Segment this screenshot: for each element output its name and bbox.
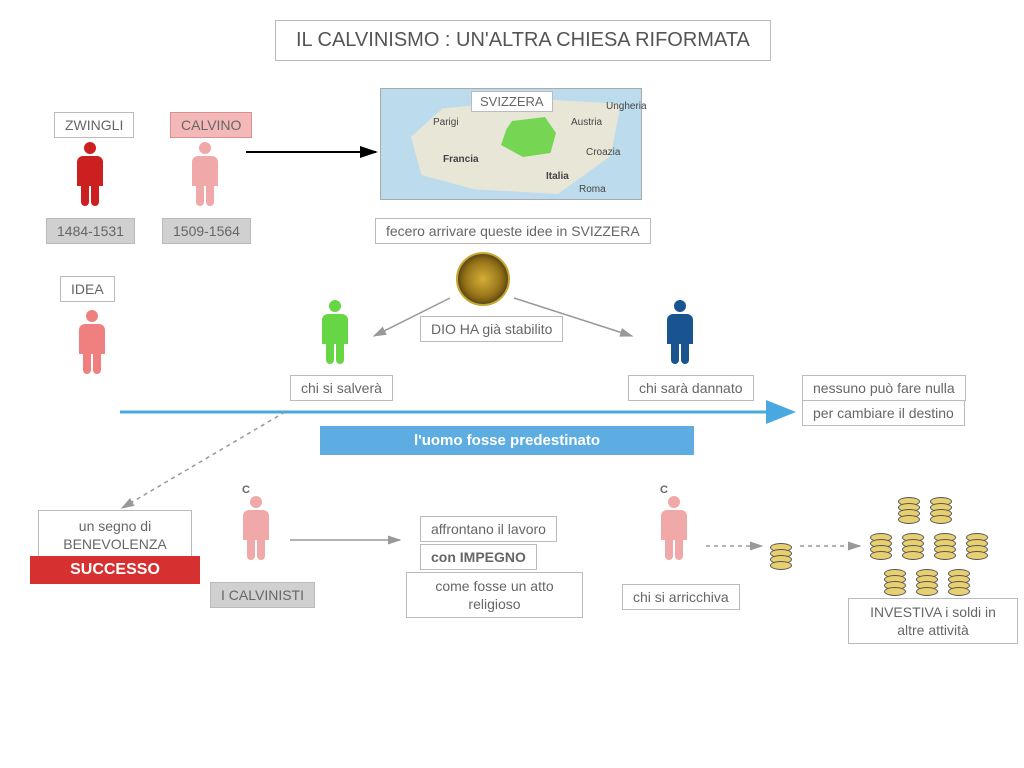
zwingli-name: ZWINGLI (54, 112, 134, 138)
map-italia: Italia (546, 171, 569, 182)
map-roma: Roma (579, 184, 606, 195)
benevolenza-line2: BENEVOLENZA (63, 536, 166, 552)
predestination-bar: l'uomo fosse predestinato (320, 426, 694, 455)
saved-label: chi si salverà (290, 375, 393, 401)
calvino-dates: 1509-1564 (162, 218, 251, 244)
right-line2: per cambiare il destino (802, 400, 965, 426)
successo-bar: SUCCESSO (30, 556, 200, 584)
lavoro1: affrontano il lavoro (420, 516, 557, 542)
map-croazia: Croazia (586, 147, 620, 158)
saved-icon (315, 300, 355, 370)
investiva-label: INVESTIVA i soldi in altre attività (848, 598, 1018, 644)
right-line1: nessuno può fare nulla (802, 375, 966, 401)
damned-icon (660, 300, 700, 370)
idea-label: IDEA (60, 276, 115, 302)
benevolenza-box: un segno di BENEVOLENZA (38, 510, 192, 560)
arricchiva-label: chi si arricchiva (622, 584, 740, 610)
idea-icon (72, 310, 112, 380)
god-label: DIO HA già stabilito (420, 316, 563, 342)
calvinist2-icon: C (654, 496, 694, 566)
lavoro3: come fosse un atto religioso (406, 572, 583, 618)
diagram-title: IL CALVINISMO : UN'ALTRA CHIESA RIFORMAT… (275, 20, 771, 61)
damned-label: chi sarà dannato (628, 375, 754, 401)
map-austria: Austria (571, 117, 602, 128)
map-caption: fecero arrivare queste idee in SVIZZERA (375, 218, 651, 244)
calvinist2-badge: C (660, 484, 668, 496)
map-francia: Francia (443, 154, 479, 165)
map-parigi: Parigi (433, 117, 459, 128)
zwingli-dates: 1484-1531 (46, 218, 135, 244)
god-icon (456, 252, 510, 306)
benevolenza-line1: un segno di (79, 518, 151, 534)
calvinist1-badge: C (242, 484, 250, 496)
lavoro2: con IMPEGNO (420, 544, 537, 570)
calvino-name: CALVINO (170, 112, 252, 138)
calvinisti-label: I CALVINISTI (210, 582, 315, 608)
calvino-icon (185, 142, 225, 212)
coins-big (870, 500, 990, 596)
calvinist1-icon: C (236, 496, 276, 566)
coins-small (770, 546, 794, 570)
map-svizzera-label: SVIZZERA (471, 91, 553, 112)
map: Parigi Francia Austria Ungheria Croazia … (380, 88, 642, 200)
map-ungheria: Ungheria (606, 101, 647, 112)
zwingli-icon (70, 142, 110, 212)
